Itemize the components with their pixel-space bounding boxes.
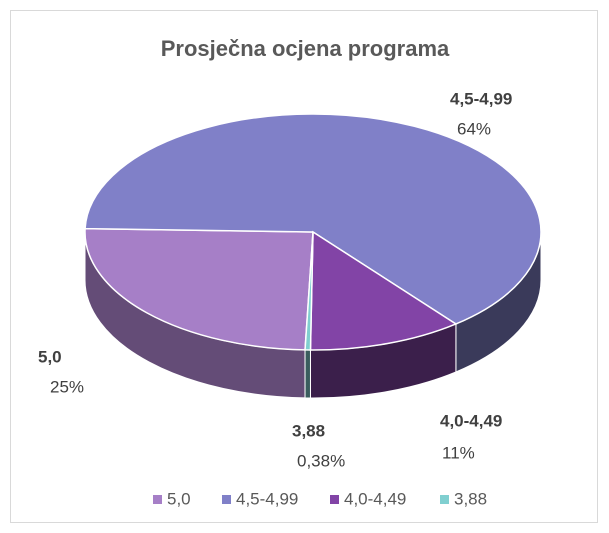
legend-label: 3,88 [454, 489, 487, 508]
legend-label: 5,0 [167, 489, 191, 508]
data-label-name: 4,5-4,99 [450, 89, 512, 108]
pie-side [304, 349, 311, 399]
chart-title: Prosječna ocjena programa [161, 36, 450, 61]
legend-swatch [153, 495, 162, 504]
pie-slice [309, 230, 458, 351]
data-label-value: 25% [50, 377, 84, 396]
legend-swatch [222, 495, 231, 504]
legend-label: 4,5-4,99 [236, 489, 298, 508]
pie-slice [84, 113, 542, 325]
data-label-value: 64% [457, 119, 491, 138]
pie-slice [304, 231, 314, 351]
data-label-value: 11% [442, 443, 475, 462]
pie-slice [84, 227, 314, 351]
data-label-name: 5,0 [38, 347, 62, 366]
legend-label: 4,0-4,49 [344, 489, 406, 508]
data-label-name: 4,0-4,49 [440, 411, 502, 430]
data-label-name: 3,88 [292, 421, 325, 440]
legend-swatch [440, 495, 449, 504]
data-label-value: 0,38% [297, 451, 345, 470]
legend-swatch [330, 495, 339, 504]
